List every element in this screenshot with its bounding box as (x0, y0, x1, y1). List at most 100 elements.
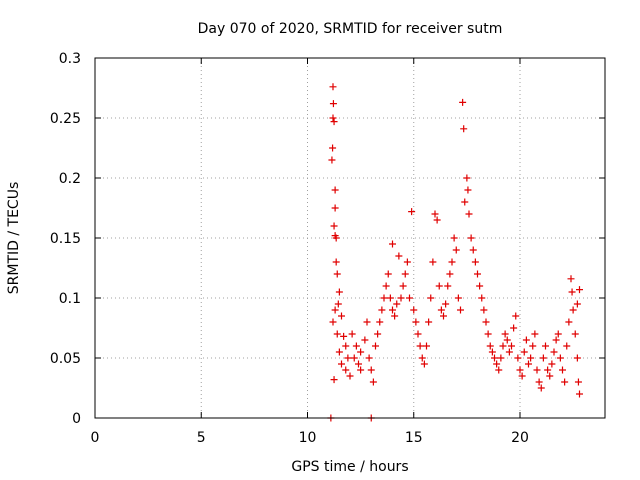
data-point (460, 125, 468, 133)
data-point (503, 336, 511, 344)
data-point (393, 300, 401, 308)
data-point (357, 348, 365, 356)
data-point (569, 306, 577, 314)
x-tick-label: 15 (405, 430, 423, 446)
data-point (329, 83, 337, 91)
data-point (378, 306, 386, 314)
data-point (471, 258, 479, 266)
data-point (452, 246, 460, 254)
y-tick-label: 0.25 (50, 111, 81, 127)
data-point (499, 342, 507, 350)
data-point (550, 348, 558, 356)
data-point (559, 366, 566, 374)
data-point (464, 186, 472, 194)
data-point (518, 372, 526, 380)
y-tick-label: 0.1 (59, 291, 81, 307)
data-point (391, 312, 399, 320)
data-point (338, 360, 345, 368)
data-point (374, 330, 382, 338)
data-point (332, 258, 340, 266)
data-point (403, 258, 411, 266)
data-point (463, 174, 471, 182)
data-point (412, 318, 420, 326)
data-point (505, 348, 513, 356)
data-point (469, 246, 477, 254)
data-point (365, 354, 373, 362)
y-tick-label: 0.15 (50, 231, 81, 247)
data-point (440, 312, 447, 320)
data-point (333, 330, 341, 338)
data-point (330, 376, 338, 384)
axis-ticks: 0 5 10 15 20 0 0.05 0.1 0.15 0.2 0.25 0.3 (50, 51, 605, 446)
data-point (331, 186, 339, 194)
data-point (376, 318, 384, 326)
data-point (389, 306, 396, 314)
data-point (478, 294, 486, 302)
data-point (346, 372, 354, 380)
data-point (435, 282, 443, 290)
x-tick-label: 5 (197, 430, 206, 446)
data-point (529, 342, 537, 350)
data-point (427, 294, 435, 302)
data-point (352, 342, 360, 350)
x-tick-label: 20 (511, 430, 529, 446)
data-point (552, 336, 560, 344)
data-point (531, 330, 539, 338)
data-point (514, 354, 522, 362)
data-point (491, 354, 498, 362)
data-points (327, 83, 583, 422)
data-point (355, 360, 362, 368)
data-point (342, 366, 350, 374)
data-point (522, 336, 530, 344)
data-point (474, 270, 481, 278)
data-point (397, 294, 405, 302)
data-point (423, 342, 430, 350)
data-point (535, 378, 543, 386)
data-point (450, 234, 458, 242)
data-point (516, 366, 524, 374)
y-axis-title: SRMTID / TECUs (6, 182, 22, 295)
data-point (442, 300, 450, 308)
data-point (520, 348, 528, 356)
data-point (493, 360, 501, 368)
data-point (563, 342, 571, 350)
data-point (561, 378, 569, 386)
data-point (495, 366, 503, 374)
data-point (329, 318, 337, 326)
data-point (467, 234, 475, 242)
data-point (457, 306, 464, 314)
data-point (537, 384, 545, 392)
data-point (331, 306, 339, 314)
data-point (380, 294, 388, 302)
data-point (328, 156, 336, 164)
data-point (414, 330, 422, 338)
data-point (350, 354, 358, 362)
data-point (335, 288, 343, 296)
data-point (573, 354, 581, 362)
data-point (425, 318, 433, 326)
data-point (573, 300, 581, 308)
data-point (369, 378, 377, 386)
data-point (446, 270, 454, 278)
data-point (329, 114, 337, 122)
data-point (548, 360, 556, 368)
data-point (433, 216, 441, 224)
data-point (331, 204, 339, 212)
data-point (565, 318, 573, 326)
data-point (384, 270, 392, 278)
y-tick-label: 0.05 (50, 351, 81, 367)
data-point (408, 208, 416, 216)
data-point (568, 288, 576, 296)
x-axis-title: GPS time / hours (291, 459, 408, 475)
data-point (461, 198, 469, 206)
data-point (357, 366, 365, 374)
data-point (372, 342, 379, 350)
x-tick-label: 10 (299, 430, 317, 446)
data-point (576, 286, 583, 294)
data-point (348, 330, 356, 338)
data-point (554, 330, 562, 338)
data-point (389, 240, 396, 248)
data-point (571, 330, 579, 338)
data-point (527, 354, 535, 362)
